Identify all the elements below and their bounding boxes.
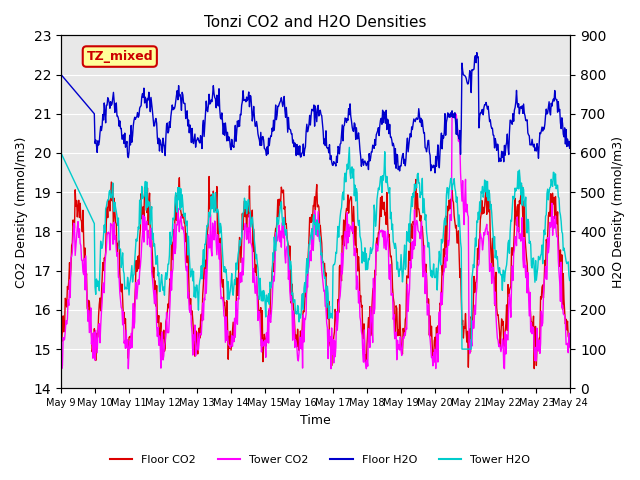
Floor H2O [473,50,481,56]
Tower H2O [378,190,386,195]
Floor CO2 [67,276,74,282]
Line: Floor CO2: Floor CO2 [61,177,570,369]
Tower CO2 [67,255,75,261]
Floor H2O [566,144,574,149]
Floor CO2 [198,312,205,317]
Tower H2O [566,276,574,282]
Tower H2O [393,266,401,272]
Floor CO2 [378,193,386,199]
Tower H2O [170,215,178,221]
Tower H2O [198,263,205,269]
Floor H2O [119,136,127,142]
Floor H2O [57,72,65,77]
Tower CO2 [57,347,65,352]
X-axis label: Time: Time [300,414,331,427]
Floor CO2 [531,366,538,372]
Line: Tower CO2: Tower CO2 [61,114,570,369]
Tower CO2 [120,309,127,314]
Floor CO2 [393,306,401,312]
Floor H2O [198,137,205,143]
Tower CO2 [172,251,179,256]
Tower CO2 [448,111,456,117]
Tower CO2 [58,366,65,372]
Legend: Floor CO2, Tower CO2, Floor H2O, Tower H2O: Floor CO2, Tower CO2, Floor H2O, Tower H… [105,451,535,469]
Floor CO2 [119,297,127,302]
Tower CO2 [393,357,401,363]
Floor H2O [378,116,385,121]
Y-axis label: CO2 Density (mmol/m3): CO2 Density (mmol/m3) [15,136,28,288]
Floor CO2 [170,238,178,244]
Floor H2O [431,170,439,176]
Floor CO2 [566,339,574,345]
Floor CO2 [57,332,65,338]
Tower H2O [119,250,127,256]
Tower CO2 [566,341,574,347]
Title: Tonzi CO2 and H2O Densities: Tonzi CO2 and H2O Densities [204,15,427,30]
Tower CO2 [378,227,386,233]
Line: Tower H2O: Tower H2O [61,147,570,349]
Y-axis label: H2O Density (mmol/m3): H2O Density (mmol/m3) [612,136,625,288]
Text: TZ_mixed: TZ_mixed [86,50,153,63]
Tower H2O [346,144,353,150]
Floor H2O [67,83,74,88]
Line: Floor H2O: Floor H2O [61,53,570,173]
Tower H2O [458,346,466,352]
Tower CO2 [198,318,206,324]
Floor H2O [170,106,178,112]
Floor CO2 [205,174,213,180]
Tower H2O [67,169,74,175]
Floor H2O [392,166,400,171]
Tower H2O [57,150,65,156]
